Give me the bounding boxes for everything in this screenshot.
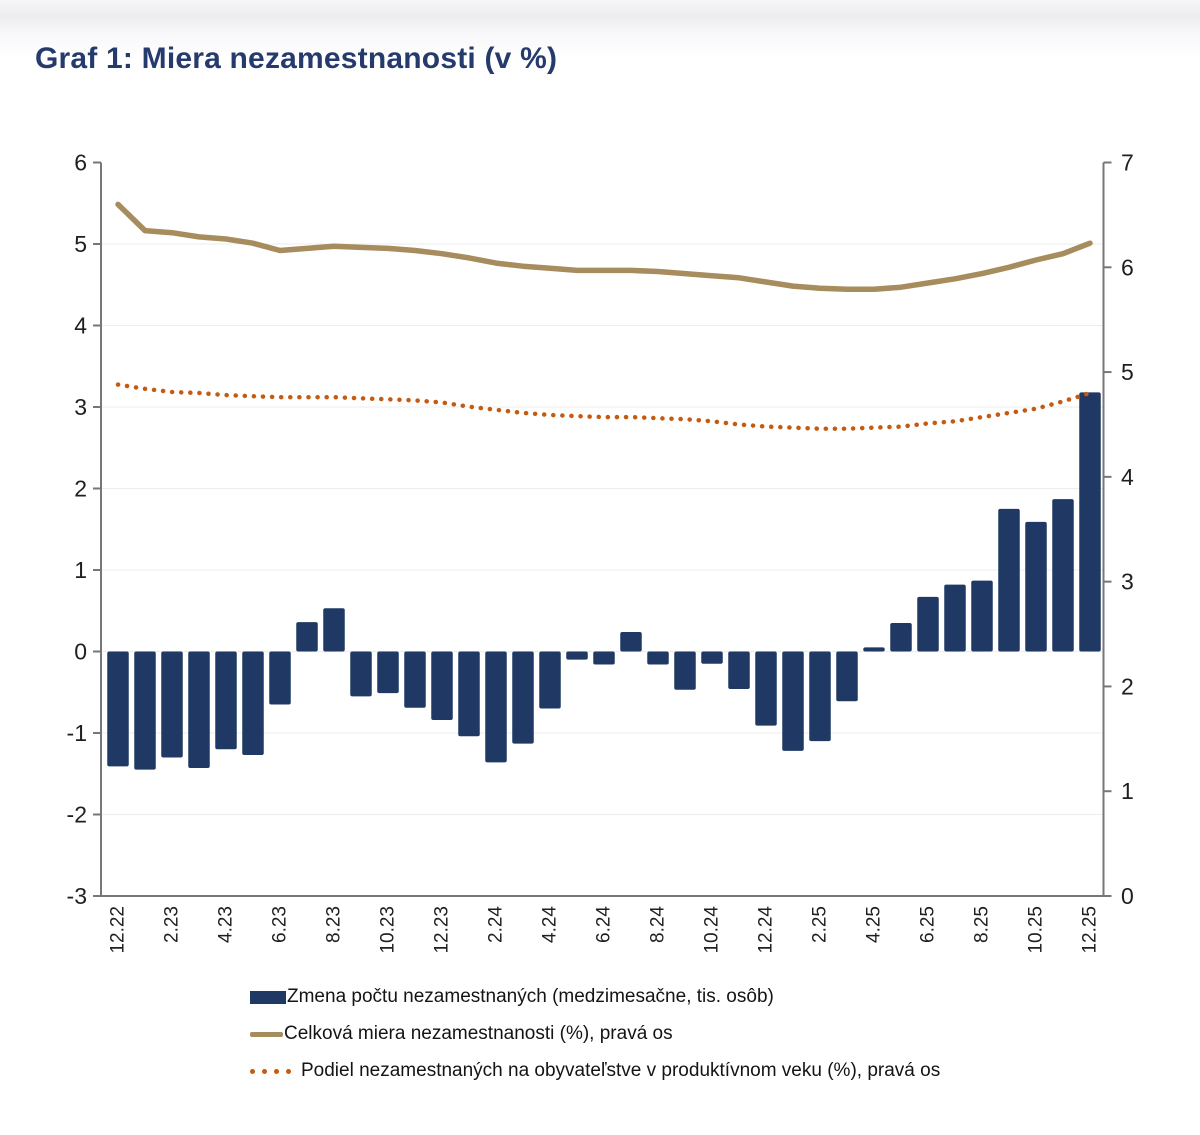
right-axis-tick-label: 0	[1121, 883, 1134, 909]
bar	[323, 608, 345, 652]
bar	[836, 651, 858, 702]
chart-legend: Zmena počtu nezamestnaných (medzimesačne…	[250, 984, 1150, 1095]
left-axis-tick-label: -1	[67, 720, 87, 746]
left-axis-tick-label: 2	[74, 476, 87, 502]
bar	[782, 651, 804, 751]
bar	[188, 651, 210, 769]
x-axis-tick-label: 12.24	[756, 906, 777, 954]
legend-label-solid-line-series: Celková miera nezamestnanosti (%), pravá…	[284, 1023, 673, 1044]
bar	[377, 651, 399, 694]
right-axis-tick-label: 7	[1121, 150, 1134, 176]
x-axis-tick-label: 4.25	[864, 906, 885, 943]
bar	[809, 651, 831, 742]
left-axis-tick-label: -3	[67, 883, 87, 909]
left-axis-tick-label: 5	[74, 231, 87, 257]
bar-series-swatch	[250, 990, 286, 1004]
x-axis-tick-label: 10.25	[1026, 906, 1047, 954]
right-axis-tick-label: 5	[1121, 359, 1134, 385]
bar	[701, 651, 723, 664]
bar	[485, 651, 507, 763]
page-top-gradient	[0, 0, 1200, 58]
chart-canvas: 6 5 4 3 2 1 0 -1 -2 -3 7 6 5 4 3 2 1 0 12.22 2.23 4.23 6.23 8.…	[67, 150, 1134, 954]
bar	[458, 651, 480, 737]
left-axis-tick-label: 1	[74, 557, 87, 583]
right-axis-tick-label: 6	[1121, 254, 1134, 280]
x-axis-tick-label: 6.25	[918, 906, 939, 943]
bar	[431, 651, 453, 720]
left-axis-tick-label: 3	[74, 394, 87, 420]
bar	[269, 651, 291, 705]
bar	[512, 651, 534, 744]
bar	[539, 651, 561, 709]
bar	[296, 622, 318, 652]
bar	[161, 651, 183, 758]
x-axis-tick-label: 2.24	[486, 906, 507, 943]
bar	[620, 631, 642, 652]
bar	[755, 651, 777, 726]
right-axis-tick-label: 3	[1121, 569, 1134, 595]
x-axis-tick-label: 6.24	[594, 906, 615, 943]
working-age-share-dotted-line	[115, 382, 1093, 431]
right-axis-tick-label: 4	[1121, 464, 1134, 490]
bar	[674, 651, 696, 690]
bar	[863, 647, 885, 652]
x-axis-tick-label: 8.25	[972, 906, 993, 943]
left-axis-tick-label: 0	[74, 639, 87, 665]
x-axis-tick-label: 12.25	[1080, 906, 1101, 954]
x-axis-tick-label: 4.23	[216, 906, 237, 943]
x-axis-tick-label: 4.24	[540, 906, 561, 943]
left-axis-tick-label: 4	[74, 313, 87, 339]
bar	[998, 508, 1020, 652]
legend-item-dotted-line-series: Podiel nezamestnaných na obyvateľstve v …	[250, 1058, 1150, 1084]
bar	[107, 651, 129, 767]
right-axis-tick-label: 1	[1121, 778, 1134, 804]
bar	[1025, 521, 1047, 652]
bar	[350, 651, 372, 697]
left-axis-tick-label: 6	[74, 150, 87, 176]
bar	[917, 596, 939, 652]
bar	[890, 622, 912, 652]
bar	[647, 651, 669, 665]
x-axis-tick-label: 10.24	[702, 906, 723, 954]
bar	[1079, 392, 1101, 652]
legend-label-bar-series: Zmena počtu nezamestnaných (medzimesačne…	[287, 986, 774, 1007]
bar	[215, 651, 237, 750]
chart-title: Graf 1: Miera nezamestnanosti (v %)	[35, 42, 558, 75]
x-axis-tick-label: 8.23	[324, 906, 345, 943]
legend-label-dotted-line-series: Podiel nezamestnaných na obyvateľstve v …	[301, 1060, 941, 1081]
x-axis-tick-label: 2.23	[162, 906, 183, 943]
legend-item-bar-series: Zmena počtu nezamestnaných (medzimesačne…	[250, 984, 1150, 1010]
x-axis-tick-label: 10.23	[378, 906, 399, 954]
bar	[566, 651, 588, 660]
legend-item-solid-line-series: Celková miera nezamestnanosti (%), pravá…	[250, 1021, 1150, 1047]
x-axis-tick-label: 8.24	[648, 906, 669, 943]
bar	[593, 651, 615, 665]
x-axis-tick-label: 12.22	[108, 906, 129, 954]
bar	[944, 584, 966, 652]
dotted-line-swatch	[250, 1068, 291, 1074]
x-axis-tick-label: 6.23	[270, 906, 291, 943]
bar	[134, 651, 156, 770]
right-axis-tick-label: 2	[1121, 673, 1134, 699]
bar	[971, 580, 993, 652]
bar	[404, 651, 426, 708]
solid-line-swatch	[250, 1031, 283, 1037]
x-axis-tick-label: 12.23	[432, 906, 453, 954]
left-axis-tick-label: -2	[67, 802, 87, 828]
bar	[242, 651, 264, 756]
bar	[728, 651, 750, 689]
bar	[1052, 499, 1074, 652]
x-axis-tick-label: 2.25	[810, 906, 831, 943]
total-unemployment-rate-line	[115, 201, 1093, 293]
